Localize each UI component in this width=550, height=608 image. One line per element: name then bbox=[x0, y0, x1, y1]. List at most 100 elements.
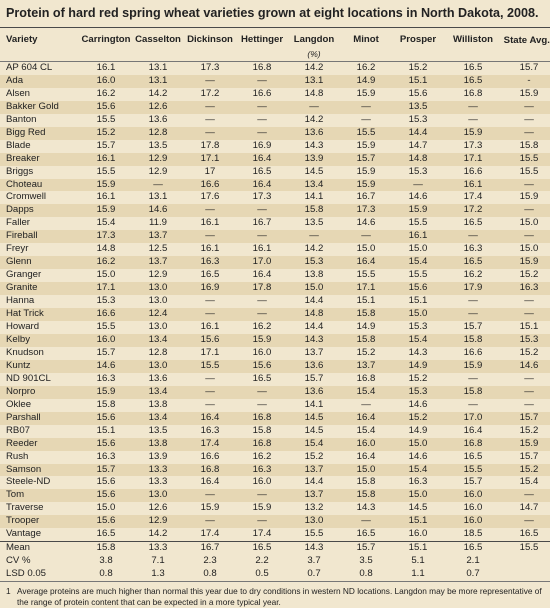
value-cell: 16.7 bbox=[340, 191, 392, 204]
value-cell: 15.5 bbox=[340, 127, 392, 140]
value-cell: 15.1 bbox=[392, 295, 444, 308]
value-cell: 14.9 bbox=[392, 360, 444, 373]
value-cell: 17.0 bbox=[444, 412, 502, 425]
value-cell: 16.5 bbox=[444, 256, 502, 269]
value-cell: 14.3 bbox=[288, 542, 340, 555]
row-label-cell: Knudson bbox=[0, 347, 80, 360]
value-cell: 13.6 bbox=[132, 373, 184, 386]
value-cell: 16.3 bbox=[392, 476, 444, 489]
value-cell: 0.7 bbox=[444, 568, 502, 581]
value-cell: 13.6 bbox=[288, 386, 340, 399]
value-cell: 16.5 bbox=[236, 373, 288, 386]
value-cell: 15.3 bbox=[392, 166, 444, 179]
value-cell: 17.1 bbox=[340, 282, 392, 295]
value-cell: 15.8 bbox=[340, 334, 392, 347]
value-cell: 16.3 bbox=[80, 451, 132, 464]
value-cell: — bbox=[288, 230, 340, 243]
value-cell: 16.4 bbox=[340, 256, 392, 269]
value-cell: 14.7 bbox=[392, 140, 444, 153]
value-cell: — bbox=[236, 489, 288, 502]
value-cell: 15.0 bbox=[502, 243, 550, 256]
value-cell: 16.1 bbox=[392, 230, 444, 243]
row-label-cell: Fireball bbox=[0, 230, 80, 243]
value-cell: 14.6 bbox=[80, 360, 132, 373]
value-cell: — bbox=[236, 295, 288, 308]
value-cell: 15.5 bbox=[288, 528, 340, 541]
value-cell: 13.1 bbox=[132, 61, 184, 74]
value-cell: 13.0 bbox=[132, 489, 184, 502]
value-cell: 15.0 bbox=[80, 502, 132, 515]
value-cell: 14.1 bbox=[288, 399, 340, 412]
value-cell: 16.1 bbox=[80, 61, 132, 74]
value-cell: 16.5 bbox=[444, 75, 502, 88]
column-header-carrington: Carrington bbox=[80, 28, 132, 48]
value-cell: 15.1 bbox=[392, 75, 444, 88]
value-cell: 16.2 bbox=[340, 61, 392, 74]
value-cell: — bbox=[502, 179, 550, 192]
value-cell: 15.7 bbox=[444, 476, 502, 489]
value-cell: — bbox=[236, 127, 288, 140]
row-label-cell: Oklee bbox=[0, 399, 80, 412]
value-cell: 16.6 bbox=[444, 166, 502, 179]
row-label-cell: ND 901CL bbox=[0, 373, 80, 386]
value-cell: — bbox=[236, 114, 288, 127]
column-header-hettinger: Hettinger bbox=[236, 28, 288, 48]
value-cell: 14.5 bbox=[392, 502, 444, 515]
value-cell: — bbox=[184, 373, 236, 386]
value-cell: 15.6 bbox=[392, 282, 444, 295]
value-cell: — bbox=[184, 204, 236, 217]
value-cell: 0.8 bbox=[340, 568, 392, 581]
value-cell: — bbox=[132, 179, 184, 192]
value-cell: 2.1 bbox=[444, 555, 502, 568]
row-label-cell: Steele-ND bbox=[0, 476, 80, 489]
value-cell: 16.1 bbox=[184, 217, 236, 230]
value-cell: 1.1 bbox=[392, 568, 444, 581]
value-cell: 15.8 bbox=[502, 140, 550, 153]
value-cell: 13.6 bbox=[132, 114, 184, 127]
value-cell: 16.8 bbox=[236, 438, 288, 451]
value-cell: 15.5 bbox=[502, 166, 550, 179]
value-cell: 13.3 bbox=[132, 476, 184, 489]
value-cell: 14.6 bbox=[392, 191, 444, 204]
value-cell: 13.0 bbox=[132, 295, 184, 308]
value-cell: 13.7 bbox=[132, 256, 184, 269]
value-cell: 16.4 bbox=[340, 451, 392, 464]
value-cell: 13.1 bbox=[132, 191, 184, 204]
value-cell: 15.2 bbox=[502, 464, 550, 477]
value-cell: 12.6 bbox=[132, 502, 184, 515]
row-label-cell: Faller bbox=[0, 217, 80, 230]
value-cell: 13.0 bbox=[132, 360, 184, 373]
value-cell: 14.9 bbox=[392, 425, 444, 438]
value-cell: 15.4 bbox=[392, 464, 444, 477]
value-cell: 16.3 bbox=[184, 256, 236, 269]
value-cell: 14.8 bbox=[80, 243, 132, 256]
row-label-cell: Briggs bbox=[0, 166, 80, 179]
value-cell: 16.1 bbox=[184, 321, 236, 334]
value-cell: 2.3 bbox=[184, 555, 236, 568]
value-cell: 17.9 bbox=[444, 282, 502, 295]
value-cell: 14.8 bbox=[392, 153, 444, 166]
row-label-cell: Choteau bbox=[0, 179, 80, 192]
value-cell: 15.4 bbox=[502, 476, 550, 489]
value-cell: 16.2 bbox=[444, 269, 502, 282]
value-cell: 15.5 bbox=[80, 114, 132, 127]
state-avg-label: State Avg. bbox=[504, 36, 550, 47]
value-cell: 15.0 bbox=[392, 243, 444, 256]
value-cell: — bbox=[184, 114, 236, 127]
value-cell: 15.4 bbox=[340, 425, 392, 438]
value-cell: 16.5 bbox=[236, 542, 288, 555]
value-cell: 13.4 bbox=[288, 179, 340, 192]
value-cell: 14.6 bbox=[392, 451, 444, 464]
row-label-cell: Blade bbox=[0, 140, 80, 153]
value-cell: 0.8 bbox=[80, 568, 132, 581]
value-cell: 17 bbox=[184, 166, 236, 179]
value-cell: 14.4 bbox=[288, 321, 340, 334]
value-cell: 12.9 bbox=[132, 166, 184, 179]
